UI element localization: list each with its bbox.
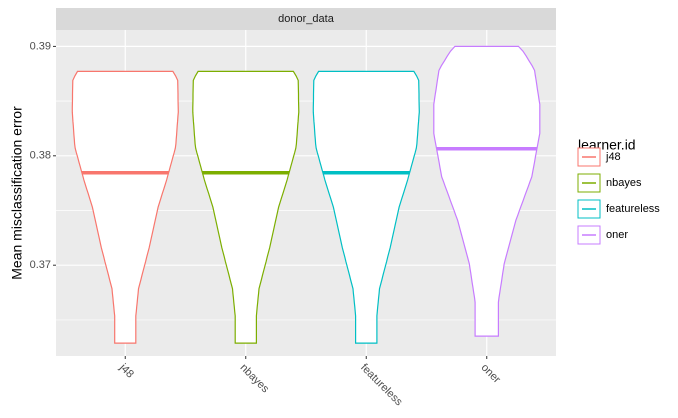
y-tick-label: 0.37 [30,259,51,271]
violin [71,70,179,344]
x-tick-label: j48 [116,361,136,381]
facet-label: donor_data [278,13,335,25]
violin [192,70,300,344]
violin [312,70,420,344]
legend-label: featureless [606,203,660,215]
x-tick-label: nbayes [238,362,272,396]
legend-label: nbayes [606,177,642,189]
legend-label: j48 [605,151,621,163]
y-tick-label: 0.39 [30,40,51,52]
y-tick-label: 0.38 [30,150,51,162]
legend-label: oner [606,229,628,241]
violin [433,45,541,337]
x-tick-label: oner [479,362,503,386]
facet-strip [56,8,556,30]
y-axis-label: Mean misclassification error [9,106,25,280]
x-tick-label: featureless [358,362,405,409]
